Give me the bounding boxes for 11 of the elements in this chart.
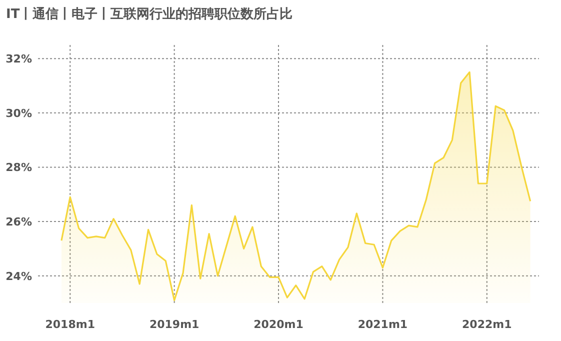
xtick: 2020m1: [254, 318, 304, 331]
ytick: 26%: [6, 216, 32, 229]
ytick: 30%: [6, 106, 32, 120]
xtick: 2019m1: [149, 318, 200, 331]
xtick: 2022m1: [462, 318, 512, 331]
ytick: 32%: [6, 52, 32, 66]
title: IT丨通信丨电子丨互联网行业的招聘职位数所占比: [6, 7, 293, 22]
xtick: 2021m1: [358, 318, 408, 331]
ytick: 24%: [6, 270, 32, 283]
xtick: 2018m1: [45, 318, 95, 331]
ytick: 28%: [6, 161, 32, 174]
